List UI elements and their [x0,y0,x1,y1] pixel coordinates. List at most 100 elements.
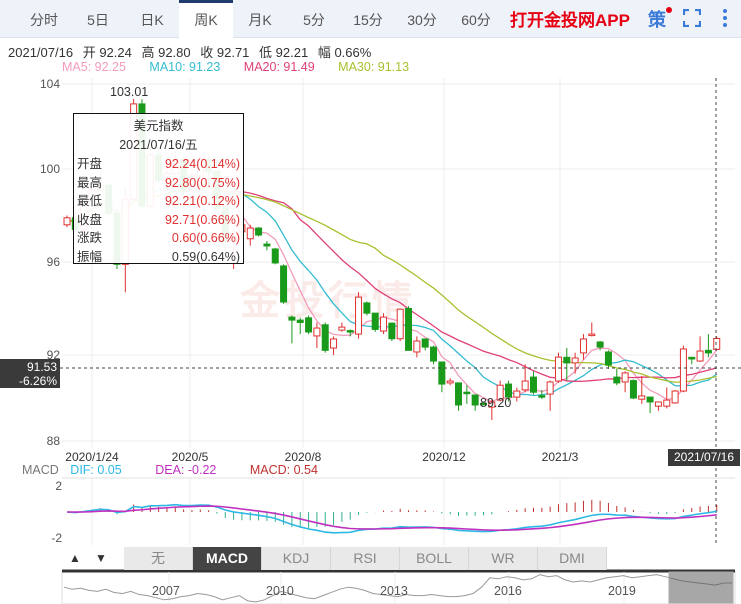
tooltip-row-label: 开盘 [77,157,103,171]
candle-up [571,357,579,364]
candle-up [396,308,404,340]
tab-6[interactable]: 15分 [353,12,383,28]
x-tick: 2020/5 [171,450,209,464]
tooltip-date: 2021/07/16/五 [119,138,198,152]
indicator-button-dmi[interactable]: DMI [538,547,607,570]
indicator-button-rsi[interactable]: RSI [331,547,400,570]
candle-up [446,380,454,384]
tooltip-row: 涨跌 0.60(0.66%) [77,229,240,248]
tooltip-row-label: 涨跌 [77,231,103,245]
crosshair-date-label: 2021/07/16 [668,449,740,466]
navigator-year: 2013 [380,584,408,598]
navigator-year: 2007 [152,584,180,598]
navigator-year: 2010 [266,584,294,598]
candle-up [638,395,646,400]
y-tick: 92 [46,348,60,362]
candle-down [704,349,712,354]
tooltip-row-label: 最低 [77,194,103,208]
candle-down [371,312,379,330]
info-low: 低 92.21 [259,45,309,60]
candle-up [488,401,496,408]
tooltip-title: 美元指数 [133,119,184,133]
strategy-button[interactable]: 策 [648,10,666,30]
tooltip-row-label: 振幅 [77,249,103,264]
tab-2[interactable]: 日K [140,12,164,28]
candle-up [679,348,687,392]
candle-down [538,395,546,398]
candle-up [554,356,562,382]
scroll-up-button[interactable]: ▲ [69,551,81,565]
ma20-label: MA20: 91.49 [243,60,315,74]
more-vertical-icon[interactable] [721,8,729,28]
candle-down [296,319,304,323]
tab-3[interactable]: 周K [179,0,233,39]
candle-down [255,227,263,236]
tooltip-row-value: 92.24(0.14%) [164,157,240,171]
candle-down [504,383,512,398]
crosshair-pct: -6.26% [18,374,57,388]
info-amplitude: 幅 0.66% [317,45,372,60]
tab-8[interactable]: 60分 [461,12,491,28]
indicator-button-无[interactable]: 无 [124,547,193,570]
y-tick: 88 [46,434,60,448]
candle-down [438,361,446,385]
candle-down [613,376,621,384]
candle-down [463,391,471,395]
tooltip-row: 收盘 92.71(0.66%) [77,211,240,230]
tooltip-row: 开盘 92.24(0.14%) [77,155,240,174]
info-open: 开 92.24 [82,45,132,60]
tooltip-row-value: 92.21(0.12%) [164,194,240,208]
macd-value-label: MACD: 0.54 [249,463,318,477]
macd-title: MACD [22,463,59,477]
tab-1[interactable]: 5日 [87,12,109,28]
scroll-down-button[interactable]: ▼ [95,551,107,565]
candle-down [646,396,654,403]
tooltip-row: 最高 92.80(0.75%) [77,174,240,193]
candle-up [663,399,671,407]
indicator-button-macd[interactable]: MACD [193,547,262,570]
candle-down [430,346,438,362]
info-date: 2021/07/16 [8,45,74,60]
x-tick: 2021/3 [541,450,579,464]
candle-up [413,340,421,353]
tab-4[interactable]: 月K [248,12,272,28]
tooltip-row-label: 收盘 [77,212,103,227]
open-app-link[interactable]: 打开金投网APP [510,11,630,30]
candle-down [421,338,429,348]
candle-down [280,265,288,303]
indicator-button-wr[interactable]: WR [469,547,538,570]
tab-5[interactable]: 5分 [303,12,325,28]
candle-down [563,356,571,364]
candle-down [405,308,413,351]
fullscreen-icon[interactable] [683,9,701,27]
notification-dot [666,7,672,13]
min-price-label: 89.20 [480,396,512,410]
dea-line [66,505,717,531]
candle-down [471,394,479,406]
candle-up [671,390,679,404]
tooltip-row: 振幅 0.59(0.64%) [77,248,240,267]
info-close: 收 92.71 [200,45,250,60]
tooltip-row-value: 0.59(0.64%) [171,249,240,264]
tooltip-row-value: 92.80(0.75%) [164,175,240,190]
macd-y-tick: 2 [55,479,62,493]
candle-up [621,372,629,383]
candle-up [521,380,529,391]
candle-down [629,380,637,399]
y-tick: 104 [39,77,60,91]
indicator-button-boll[interactable]: BOLL [400,547,469,570]
tab-7[interactable]: 30分 [407,12,437,28]
y-tick: 100 [39,162,60,176]
x-tick: 2020/1/24 [65,450,119,464]
candle-down [688,356,696,360]
ma30-label: MA30: 91.13 [338,60,410,74]
tooltip-row: 最低 92.21(0.12%) [77,192,240,211]
tooltip-row-value: 0.60(0.66%) [171,231,240,245]
macd-legend: MACD DIF: 0.05 DEA: -0.22 MACD: 0.54 [22,463,326,477]
candle-down [455,382,463,406]
indicator-button-kdj[interactable]: KDJ [262,547,331,570]
tab-0[interactable]: 分时 [30,12,58,28]
candle-down [604,351,612,366]
candle-down [529,376,537,393]
navigator-range-handle[interactable] [668,571,734,604]
